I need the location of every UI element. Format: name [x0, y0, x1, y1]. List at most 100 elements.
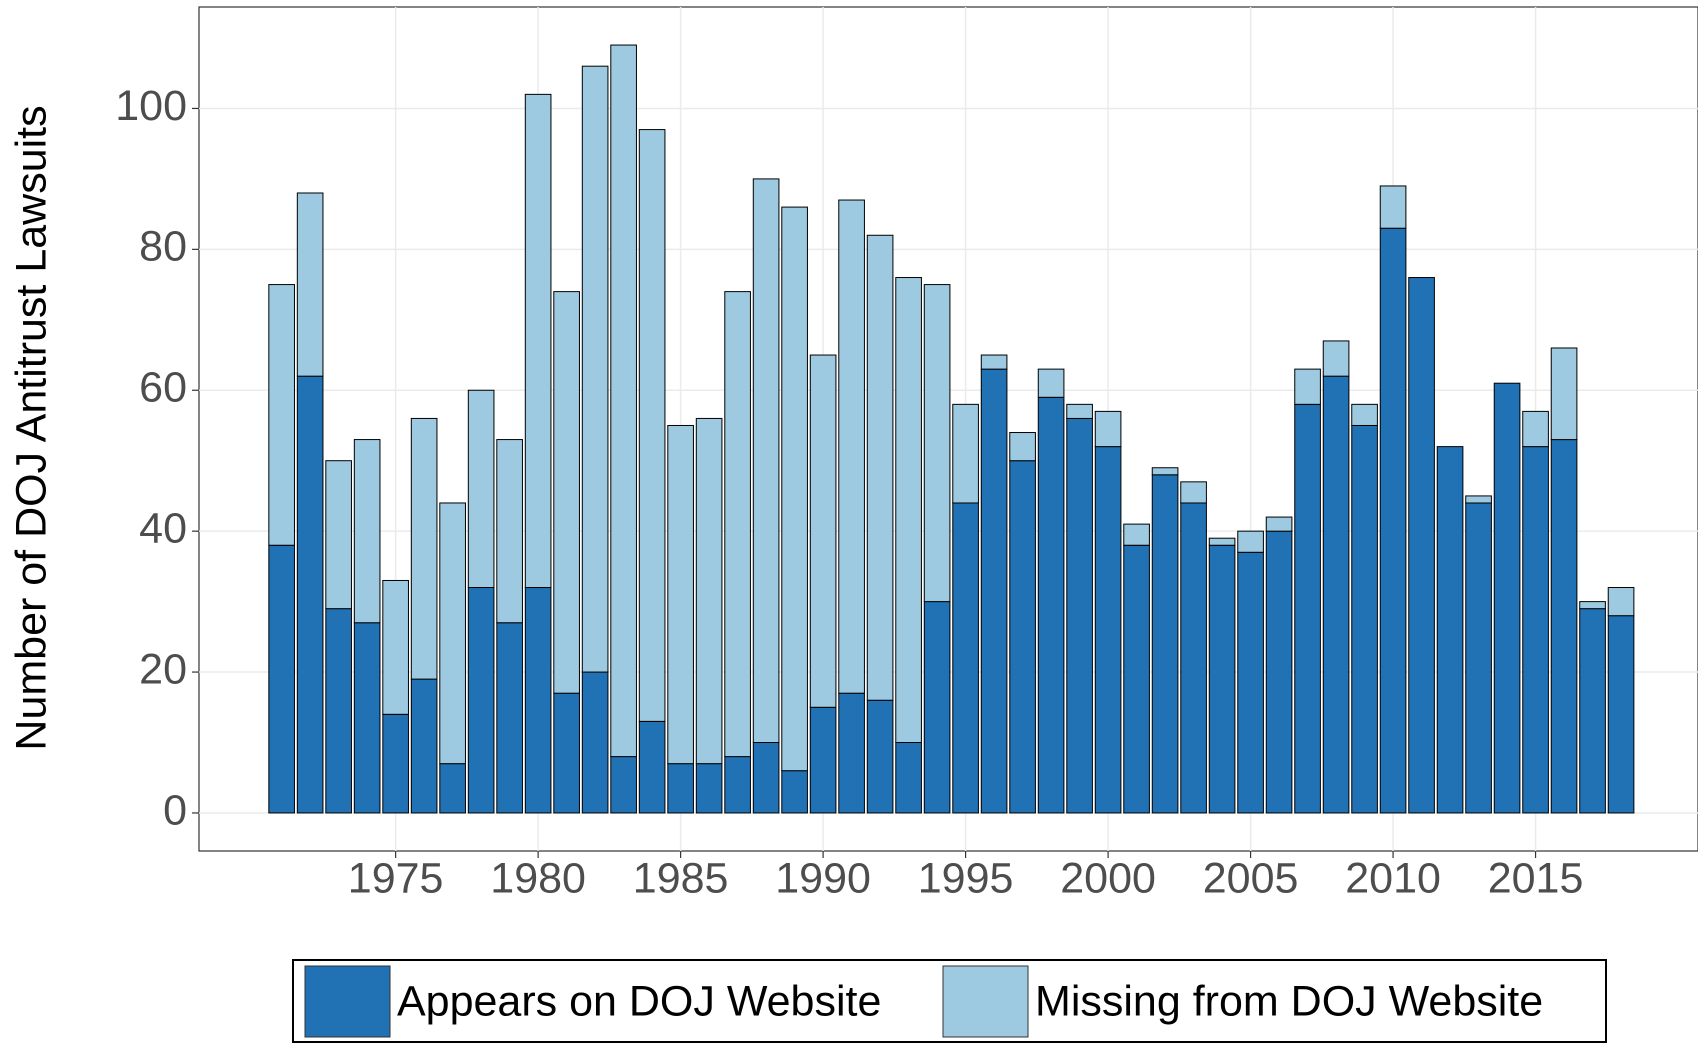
x-tick-label: 1980: [490, 854, 586, 902]
bar: [1351, 424, 1378, 814]
bar: [781, 770, 808, 814]
bar: [610, 756, 637, 814]
bar: [553, 291, 580, 694]
y-tick-label: 80: [139, 223, 187, 271]
bar: [866, 234, 894, 701]
bar: [1379, 185, 1407, 229]
bar: [1208, 537, 1236, 546]
legend-swatch: [304, 965, 391, 1038]
bar: [638, 129, 666, 722]
legend-swatch: [942, 965, 1029, 1038]
bar: [581, 671, 609, 814]
bar: [296, 192, 324, 377]
bar: [752, 178, 780, 744]
bar: [952, 403, 979, 504]
bar: [268, 544, 295, 814]
bar: [1322, 375, 1350, 814]
bar: [980, 368, 1008, 814]
bar: [1265, 516, 1293, 532]
legend-label: Missing from DOJ Website: [1035, 977, 1543, 1025]
bar: [353, 439, 381, 624]
bar: [1522, 446, 1549, 814]
bar: [1066, 417, 1093, 814]
bar: [496, 439, 523, 624]
bar: [1123, 544, 1150, 814]
bar: [1123, 523, 1150, 546]
bar: [724, 291, 751, 758]
y-axis-label: Number of DOJ Antitrust Lawsuits: [7, 105, 55, 750]
bar: [439, 502, 466, 765]
bar: [1379, 227, 1407, 814]
y-tick-label: 0: [163, 786, 187, 834]
bar: [866, 699, 894, 814]
bar: [1294, 368, 1321, 405]
bar: [496, 622, 523, 814]
y-tick-label: 60: [139, 364, 187, 412]
bar: [895, 277, 922, 744]
bar: [1408, 277, 1435, 814]
bar: [1465, 502, 1492, 814]
bar: [1208, 544, 1236, 814]
x-tick-label: 2015: [1488, 854, 1584, 902]
x-tick-label: 1990: [775, 854, 871, 902]
bar: [1094, 446, 1122, 814]
y-tick-label: 20: [139, 645, 187, 693]
bar: [1550, 439, 1578, 814]
bar: [268, 284, 295, 546]
bar: [325, 608, 352, 814]
x-tick-label: 1985: [633, 854, 729, 902]
bar: [1094, 410, 1122, 448]
bar: [1066, 403, 1093, 419]
bar: [809, 706, 837, 814]
bar: [667, 424, 694, 765]
bar: [524, 93, 552, 589]
bar: [695, 763, 723, 814]
bar: [1180, 481, 1207, 504]
bar: [296, 375, 324, 814]
x-tick-label: 2000: [1060, 854, 1156, 902]
bar: [439, 763, 466, 814]
bar: [1493, 382, 1521, 814]
bar: [638, 720, 666, 814]
bar: [724, 756, 751, 814]
bar: [895, 742, 922, 814]
bar: [809, 354, 837, 708]
bar: [353, 622, 381, 814]
bar: [410, 417, 438, 680]
bar: [1009, 432, 1036, 462]
bar: [1579, 601, 1606, 610]
bar: [980, 354, 1008, 370]
bar: [1265, 530, 1293, 814]
bar: [781, 206, 808, 772]
bar: [752, 742, 780, 814]
bar: [667, 763, 694, 814]
bar: [1037, 368, 1065, 398]
bar: [695, 417, 723, 765]
bar: [382, 713, 409, 814]
bar: [610, 44, 637, 758]
bar: [1351, 403, 1378, 426]
x-tick-label: 2010: [1345, 854, 1441, 902]
bar: [382, 579, 409, 715]
bar: [1579, 608, 1606, 814]
bar: [1037, 396, 1065, 814]
bar: [524, 587, 552, 814]
y-tick-label: 100: [115, 82, 187, 130]
bar: [1322, 340, 1350, 377]
bar: [1607, 587, 1635, 617]
bar: [1151, 467, 1179, 476]
bar: [1522, 410, 1549, 448]
bar: [1237, 551, 1264, 814]
bar: [467, 587, 495, 814]
bar: [1180, 502, 1207, 814]
y-tick-label: 40: [139, 505, 187, 553]
bar: [1607, 615, 1635, 814]
bar: [1237, 530, 1264, 553]
bar: [1465, 495, 1492, 504]
bar: [923, 601, 951, 814]
bar: [467, 389, 495, 589]
bar: [553, 692, 580, 814]
bar: [923, 284, 951, 603]
bar: [1151, 474, 1179, 814]
